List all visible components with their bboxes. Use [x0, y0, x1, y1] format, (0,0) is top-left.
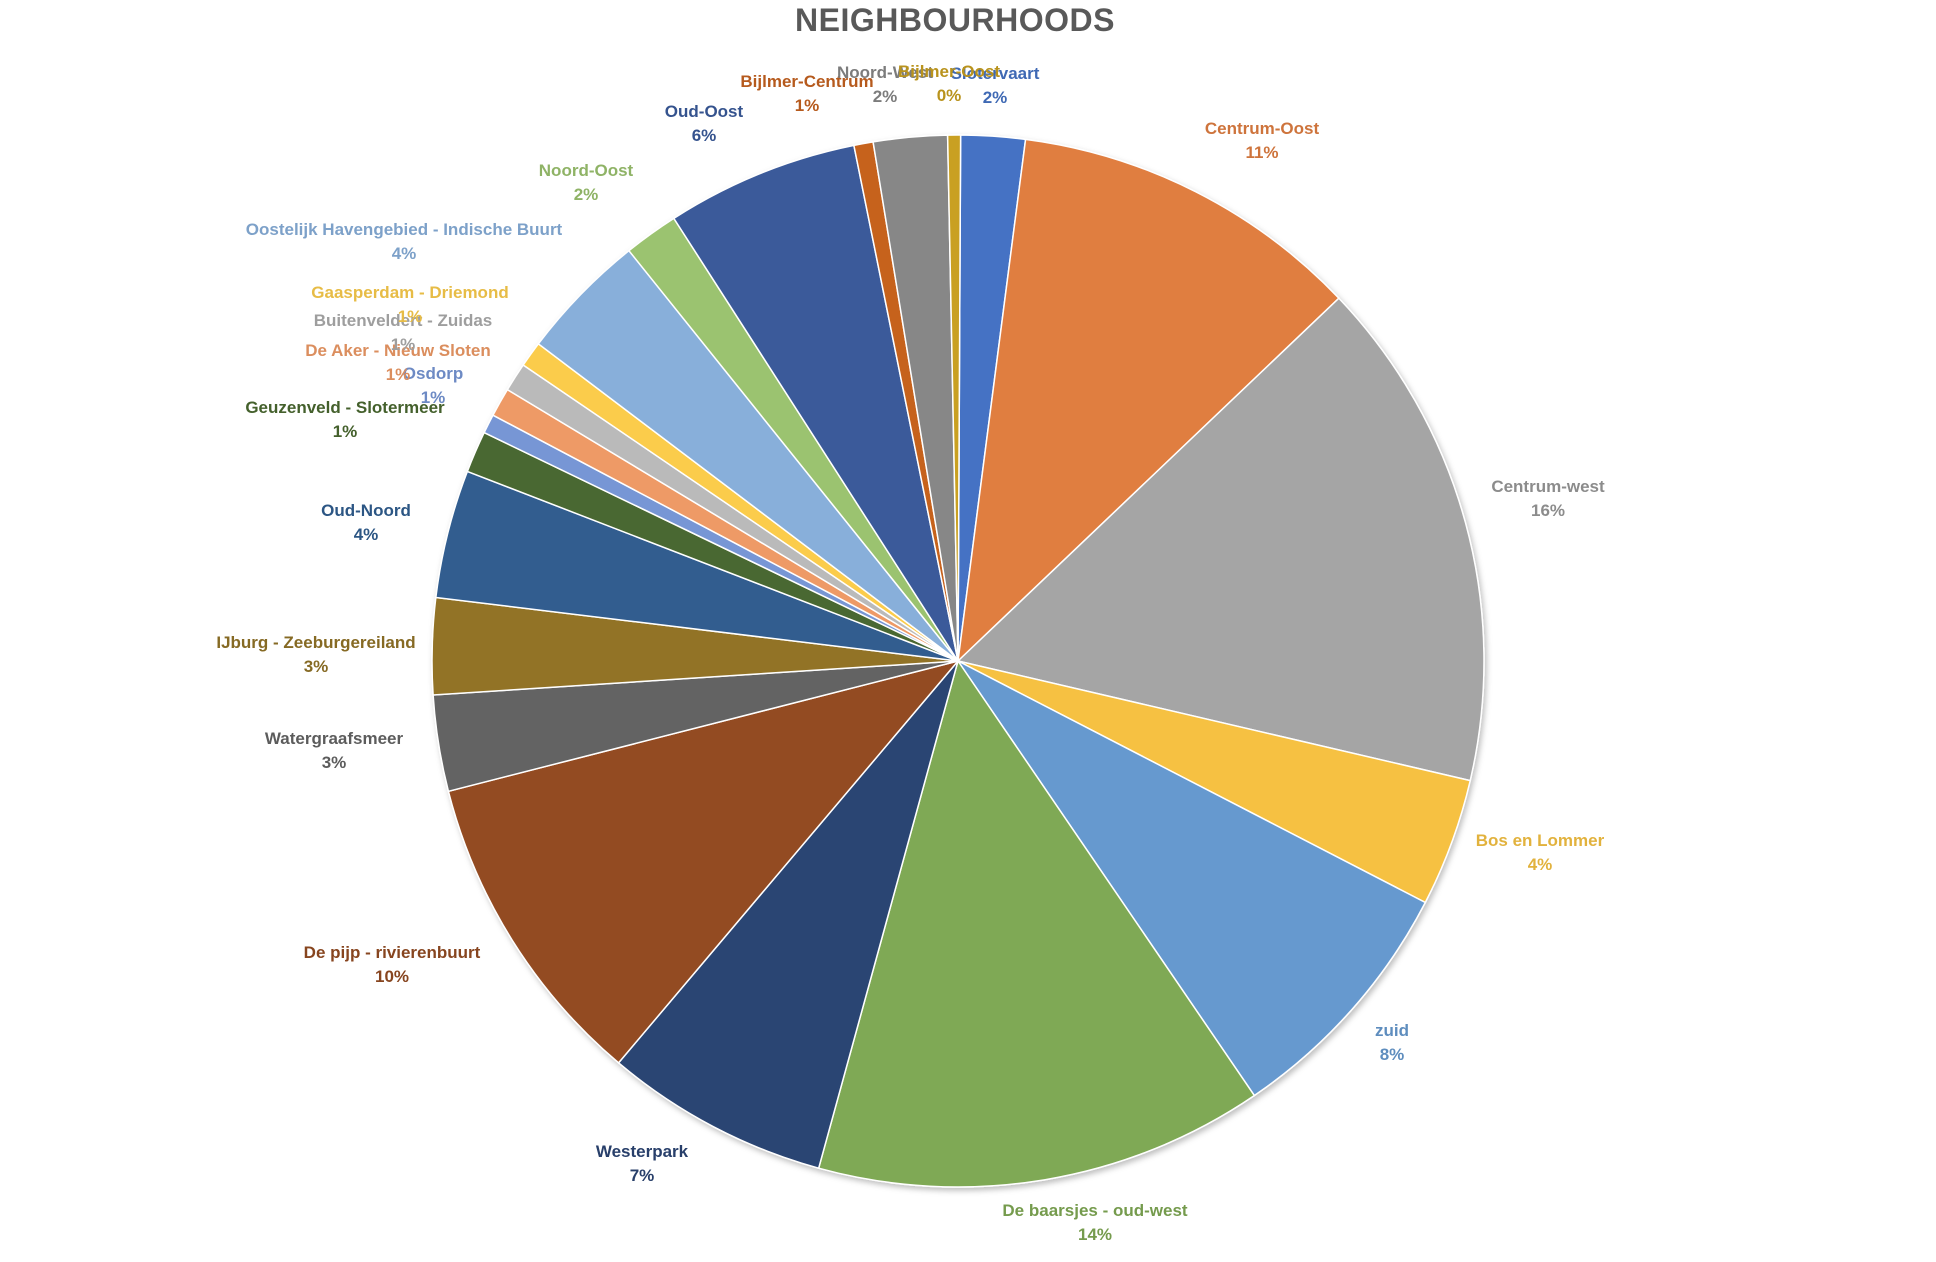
slice-percent-label: 7% [630, 1166, 655, 1185]
slice-name-label: De baarsjes - oud-west [1002, 1201, 1188, 1220]
slice-name-label: Bijlmer-Centrum [740, 72, 873, 91]
slice-name-label: Buitenveldert - Zuidas [314, 311, 493, 330]
slice-name-label: Geuzenveld - Slotermeer [245, 398, 445, 417]
slice-name-label: Slotervaart [951, 64, 1040, 83]
slice-percent-label: 1% [391, 335, 416, 354]
slice-percent-label: 1% [333, 422, 358, 441]
slice-percent-label: 11% [1245, 143, 1278, 162]
slice-percent-label: 8% [1380, 1045, 1405, 1064]
pie-slice-zuid [957, 660, 1427, 1097]
pie-slice-westerpark [617, 660, 959, 1170]
pie-labels: Slotervaart 2% Centrum-Oost 11% Centrum-west… [216, 62, 1605, 1244]
slice-name-label: Bijlmer-Oost [898, 62, 1000, 81]
slice-name-label: Watergraafsmeer [265, 729, 404, 748]
slice-name-label: De pijp - rivierenbuurt [304, 943, 481, 962]
chart-title: NEIGHBOURHOODS [795, 2, 1115, 38]
slice-percent-label: 3% [322, 753, 347, 772]
slice-percent-label: 0% [937, 86, 962, 105]
slice-percent-label: 16% [1531, 501, 1565, 520]
slice-name-label: Noord-Oost [539, 161, 634, 180]
pie-slice-de-pijp-rivierenbuurt [447, 659, 961, 1064]
slice-name-label: De Aker - Nieuw Sloten [305, 341, 490, 360]
slice-name-label: Centrum-Oost [1205, 119, 1320, 138]
slice-percent-label: 4% [392, 244, 417, 263]
slice-name-label: Gaasperdam - Driemond [311, 283, 508, 302]
slice-name-label: Centrum-west [1491, 477, 1605, 496]
slice-name-label: IJburg - Zeeburgereiland [216, 633, 415, 652]
slice-percent-label: 1% [795, 96, 820, 115]
slice-percent-label: 1% [386, 365, 411, 384]
pie-slice-centrum-west [956, 297, 1485, 782]
slice-percent-label: 10% [375, 967, 409, 986]
slice-percent-label: 2% [983, 88, 1008, 107]
slice-percent-label: 6% [692, 126, 717, 145]
slice-percent-label: 3% [304, 657, 329, 676]
pie-slice-centrum-oost [956, 138, 1340, 664]
slice-name-label: zuid [1375, 1021, 1409, 1040]
pie-slices [431, 134, 1485, 1188]
slice-name-label: Oud-Oost [665, 102, 744, 121]
slice-name-label: Oostelijk Havengebied - Indische Buurt [246, 220, 563, 239]
slice-name-label: Noord-West [837, 63, 933, 82]
slice-name-label: Osdorp [403, 364, 463, 383]
pie-slice-de-baarsjes-oud-west [817, 659, 1256, 1188]
slice-name-label: Oud-Noord [321, 501, 411, 520]
pie-slice-oud-oost [672, 144, 959, 662]
pie-slice-bijlmer-oost [946, 134, 962, 662]
slice-percent-label: 1% [398, 307, 423, 326]
slice-percent-label: 14% [1078, 1225, 1112, 1244]
slice-percent-label: 2% [574, 185, 599, 204]
slice-name-label: Westerpark [596, 1142, 689, 1161]
slice-percent-label: 4% [354, 525, 379, 544]
slice-percent-label: 1% [421, 388, 446, 407]
slice-percent-label: 2% [873, 87, 898, 106]
slice-percent-label: 4% [1528, 855, 1553, 874]
slice-name-label: Bos en Lommer [1476, 831, 1605, 850]
